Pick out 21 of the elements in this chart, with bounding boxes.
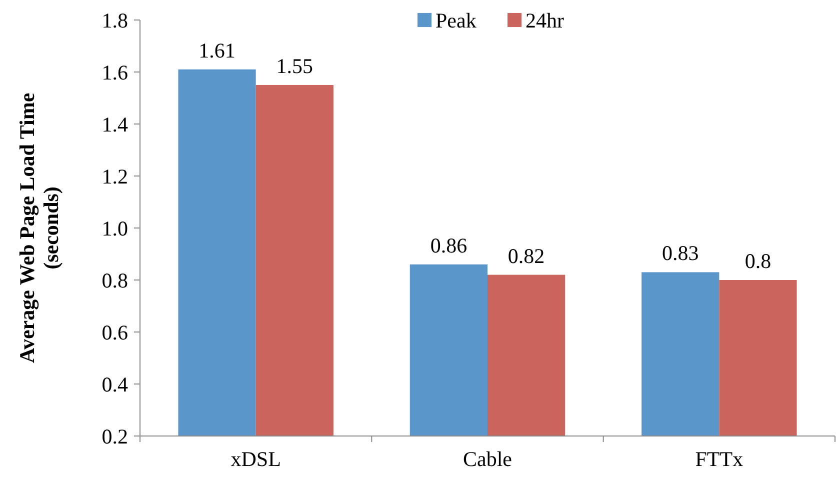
y-tick-label: 1.4 [102, 112, 128, 136]
legend-label: Peak [436, 8, 477, 32]
y-tick-label: 1.8 [102, 8, 128, 32]
y-tick-label: 1.6 [102, 60, 128, 84]
y-tick-label: 1.2 [102, 164, 128, 188]
data-label: 1.61 [198, 38, 236, 62]
y-tick-label: 0.8 [102, 268, 128, 292]
x-tick-label: xDSL [230, 447, 281, 471]
y-axis-title: Average Web Page Load Time (seconds) [15, 92, 63, 364]
data-label: 1.55 [276, 54, 314, 78]
data-label: 0.86 [430, 233, 468, 258]
data-label: 0.82 [508, 244, 545, 268]
legend-label: 24hr [526, 8, 564, 32]
x-tick-label: FTTx [695, 447, 744, 471]
y-tick-label: 0.4 [102, 372, 128, 396]
y-tick-label: 0.2 [102, 424, 128, 448]
data-label: 0.83 [662, 241, 699, 266]
y-tick-label: 0.6 [102, 320, 128, 344]
data-label: 0.8 [744, 249, 772, 273]
x-tick-label: Cable [463, 447, 512, 471]
y-tick-label: 1.0 [102, 216, 128, 240]
